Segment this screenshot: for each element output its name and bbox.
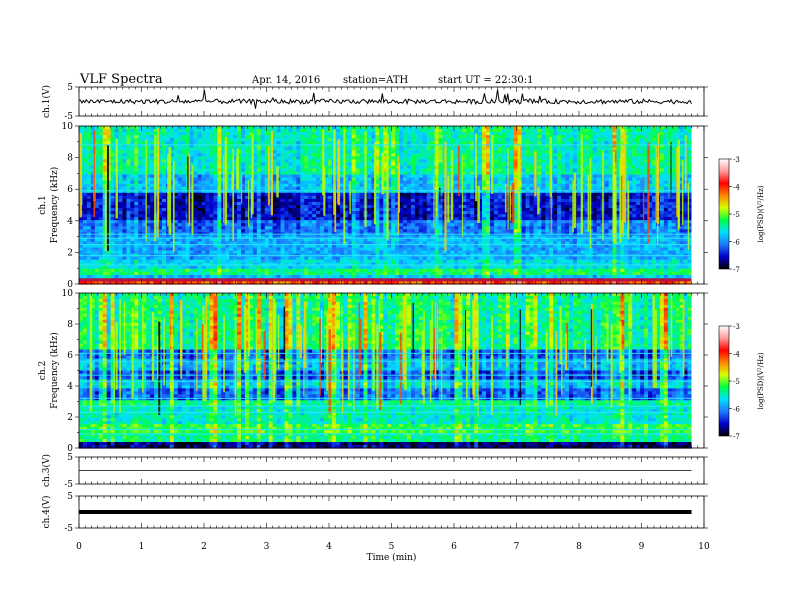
- colorbar-label-1: log(PSD)(V²/Hz): [757, 185, 765, 242]
- start-time-label: start UT = 22:30:1: [438, 75, 534, 86]
- xtick-label-2: 2: [201, 542, 207, 552]
- ytick-label-3-1: 2: [67, 413, 73, 423]
- xtick-label-10: 10: [698, 542, 710, 552]
- ch1-trace: [78, 89, 692, 109]
- ylabel-3-a: ch.2: [38, 361, 48, 380]
- ytick-label-4-0: 5: [67, 453, 73, 463]
- colorbar-tick-2-0: -3: [733, 323, 740, 331]
- ytick-label-3-2: 4: [67, 382, 73, 392]
- x-axis-label: Time (min): [367, 552, 417, 563]
- ytick-label-2-1: 2: [67, 248, 73, 258]
- colorbar-tick-1-2: -5: [733, 211, 740, 219]
- ytick-label-3-4: 8: [67, 320, 73, 330]
- panel-frame-4: [75, 456, 708, 485]
- colorbar-tick-2-2: -5: [733, 378, 740, 386]
- xtick-label-5: 5: [389, 542, 395, 552]
- station-label: station=ATH: [343, 75, 409, 86]
- xtick-label-9: 9: [639, 542, 645, 552]
- ytick-label-2-5: 10: [62, 122, 74, 132]
- colorbar-tick-2-1: -4: [733, 351, 740, 359]
- figure-title: VLF Spectra: [80, 72, 163, 87]
- ytick-label-2-2: 4: [67, 217, 73, 227]
- ylabel-2-b: Frequency (kHz): [49, 167, 60, 244]
- panel-frame-2: [75, 125, 732, 285]
- ytick-label-1-1: -5: [64, 112, 73, 122]
- xtick-label-3: 3: [264, 542, 270, 552]
- ylabel-5: ch.4(V): [41, 496, 52, 529]
- xtick-label-8: 8: [576, 542, 582, 552]
- panel-frame-3: [75, 292, 732, 449]
- ylabel-4: ch.3(V): [41, 454, 52, 487]
- colorbar-1: [718, 158, 730, 270]
- ytick-label-3-3: 6: [67, 351, 73, 361]
- spectrogram-ch2: [79, 293, 704, 449]
- colorbar-tick-1-4: -7: [733, 266, 740, 274]
- colorbar-tick-1-3: -6: [733, 239, 740, 247]
- ytick-label-4-1: -5: [64, 480, 73, 490]
- xtick-label-7: 7: [514, 542, 520, 552]
- xtick-label-6: 6: [451, 542, 457, 552]
- colorbar-2: [718, 325, 730, 437]
- xtick-label-0: 0: [76, 542, 82, 552]
- colorbar-tick-2-3: -6: [733, 406, 740, 414]
- colorbar-tick-1-1: -4: [733, 184, 740, 192]
- ytick-label-5-0: 5: [67, 492, 73, 502]
- colorbar-tick-2-4: -7: [733, 433, 740, 441]
- xtick-label-1: 1: [139, 542, 145, 552]
- ylabel-2-a: ch.1: [38, 195, 48, 214]
- xtick-label-4: 4: [326, 542, 332, 552]
- ytick-label-5-1: -5: [64, 524, 73, 534]
- colorbar-tick-1-0: -3: [733, 156, 740, 164]
- ytick-label-2-4: 8: [67, 154, 73, 164]
- ytick-label-3-5: 10: [62, 289, 74, 299]
- panel-frame-1: [75, 86, 708, 117]
- ytick-label-3-0: 0: [67, 444, 73, 454]
- ytick-label-2-0: 0: [67, 280, 73, 290]
- ytick-label-2-3: 6: [67, 185, 73, 195]
- spectrogram-ch1: [79, 126, 704, 285]
- panel-frame-5: [75, 495, 708, 529]
- ylabel-3-b: Frequency (kHz): [49, 332, 60, 409]
- ytick-label-1-0: 5: [67, 83, 73, 93]
- ylabel-1: ch.1(V): [41, 85, 52, 118]
- colorbar-label-2: log(PSD)(V²/Hz): [757, 352, 765, 409]
- date-label: Apr. 14, 2016: [252, 75, 321, 86]
